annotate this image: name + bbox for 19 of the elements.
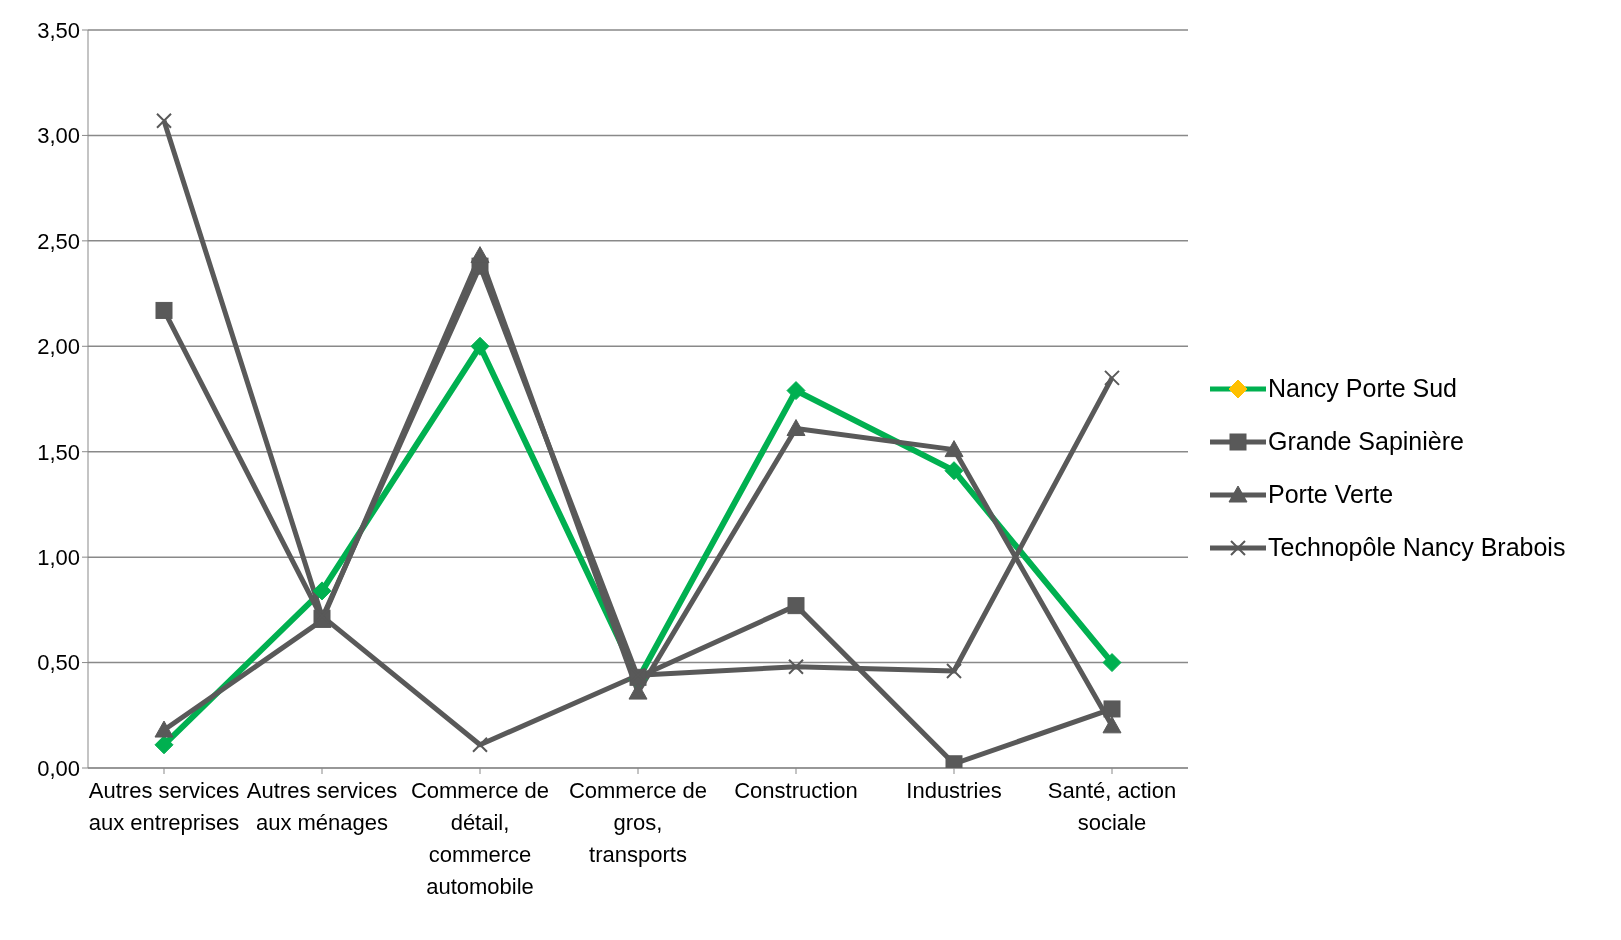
y-tick-label: 2,00 (37, 334, 80, 360)
y-tick-label: 0,00 (37, 755, 80, 781)
x-tick-label: Construction (734, 778, 858, 803)
x-tick-label: Industries (906, 778, 1002, 803)
x-tick-label: Santé, action sociale (1047, 778, 1177, 835)
y-tick-label: 1,00 (37, 544, 80, 570)
y-tick-label: 2,50 (37, 228, 80, 254)
legend-label: Technopôle Nancy Brabois (1268, 533, 1566, 562)
legend-label: Porte Verte (1268, 480, 1394, 509)
y-tick-label: 1,50 (37, 439, 80, 465)
legend-label: Grande Sapinière (1268, 427, 1464, 456)
x-tick-label: Commerce de détail, commerce automobile (410, 778, 550, 899)
x-tick-label: Autres services aux ménages (246, 778, 398, 835)
y-tick-label: 3,00 (37, 123, 80, 149)
y-tick-label: 0,50 (37, 650, 80, 676)
y-tick-label: 3,50 (37, 17, 80, 43)
legend-label: Nancy Porte Sud (1268, 374, 1457, 403)
x-tick-label: Commerce de gros, transports (568, 778, 708, 867)
x-tick-label: Autres services aux entreprises (88, 778, 240, 835)
